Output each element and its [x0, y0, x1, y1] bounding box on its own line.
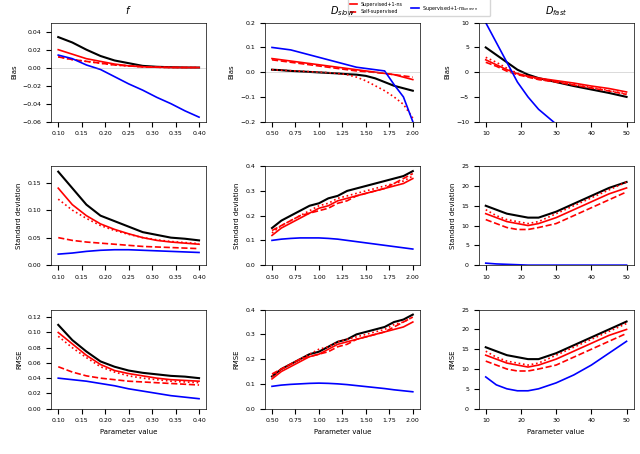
Title: $f$: $f$ — [125, 5, 132, 16]
Y-axis label: Standard deviation: Standard deviation — [234, 183, 240, 249]
X-axis label: Parameter value: Parameter value — [100, 429, 157, 435]
Y-axis label: RMSE: RMSE — [16, 350, 22, 369]
Y-axis label: Bias: Bias — [11, 65, 17, 79]
X-axis label: Parameter value: Parameter value — [527, 429, 585, 435]
Y-axis label: RMSE: RMSE — [234, 350, 240, 369]
X-axis label: Parameter value: Parameter value — [314, 429, 371, 435]
Title: $D_{fast}$: $D_{fast}$ — [545, 5, 568, 18]
Y-axis label: Standard deviation: Standard deviation — [16, 183, 22, 249]
Legend: Supervised+Rician, Supervised+1-ns, Self-supervised, Supervised+Rician$_{ML-basi: Supervised+Rician, Supervised+1-ns, Self… — [348, 0, 490, 16]
Title: $D_{slow}$: $D_{slow}$ — [330, 5, 355, 18]
Y-axis label: Bias: Bias — [444, 65, 451, 79]
Y-axis label: Bias: Bias — [228, 65, 234, 79]
Y-axis label: Standard deviation: Standard deviation — [449, 183, 456, 249]
Y-axis label: RMSE: RMSE — [449, 350, 456, 369]
